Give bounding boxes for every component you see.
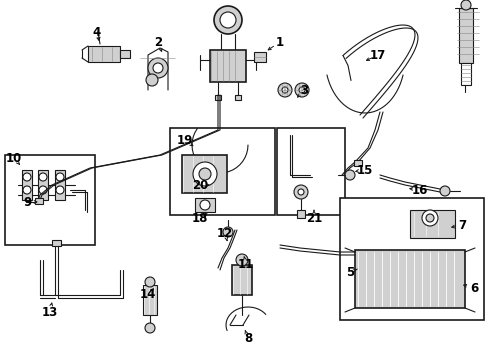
Bar bbox=[460, 63, 470, 85]
Text: 16: 16 bbox=[411, 184, 427, 197]
Bar bbox=[231, 265, 251, 295]
Bar bbox=[55, 170, 65, 200]
Circle shape bbox=[145, 323, 155, 333]
Text: 17: 17 bbox=[369, 49, 386, 62]
Bar bbox=[142, 285, 157, 315]
Bar bbox=[209, 50, 245, 82]
Text: 5: 5 bbox=[345, 266, 353, 279]
Circle shape bbox=[425, 214, 433, 222]
Circle shape bbox=[298, 87, 305, 93]
Bar bbox=[409, 210, 454, 238]
Text: 18: 18 bbox=[191, 212, 208, 225]
Circle shape bbox=[56, 186, 64, 194]
Circle shape bbox=[220, 12, 236, 28]
Circle shape bbox=[193, 162, 217, 186]
Text: 2: 2 bbox=[154, 36, 162, 49]
Circle shape bbox=[23, 173, 31, 181]
Circle shape bbox=[39, 186, 47, 194]
Bar bbox=[170, 128, 274, 215]
Text: 1: 1 bbox=[275, 36, 284, 49]
Bar bbox=[52, 240, 61, 246]
Circle shape bbox=[294, 83, 308, 97]
Circle shape bbox=[439, 186, 449, 196]
Circle shape bbox=[39, 173, 47, 181]
Text: 6: 6 bbox=[469, 282, 477, 294]
Text: 9: 9 bbox=[24, 195, 32, 208]
Circle shape bbox=[145, 277, 155, 287]
Text: 11: 11 bbox=[237, 257, 254, 270]
Circle shape bbox=[345, 170, 354, 180]
Circle shape bbox=[200, 200, 209, 210]
Text: 15: 15 bbox=[356, 163, 372, 176]
Circle shape bbox=[148, 58, 168, 78]
Bar bbox=[235, 95, 241, 100]
Text: 10: 10 bbox=[6, 152, 22, 165]
Circle shape bbox=[293, 185, 307, 199]
Circle shape bbox=[223, 227, 232, 237]
Circle shape bbox=[278, 83, 291, 97]
Text: 13: 13 bbox=[42, 306, 58, 319]
Bar bbox=[35, 198, 43, 204]
Text: 4: 4 bbox=[93, 26, 101, 39]
Text: 20: 20 bbox=[191, 179, 208, 192]
Circle shape bbox=[23, 186, 31, 194]
Bar bbox=[458, 8, 472, 63]
Circle shape bbox=[460, 0, 470, 10]
Text: 8: 8 bbox=[244, 332, 252, 345]
Circle shape bbox=[56, 173, 64, 181]
Text: 21: 21 bbox=[305, 212, 322, 225]
Bar bbox=[296, 210, 305, 218]
Bar bbox=[339, 198, 483, 320]
Bar bbox=[120, 50, 130, 58]
Text: 3: 3 bbox=[299, 84, 307, 96]
Text: 19: 19 bbox=[177, 134, 193, 147]
Circle shape bbox=[214, 6, 242, 34]
Circle shape bbox=[282, 87, 287, 93]
Circle shape bbox=[236, 254, 247, 266]
Circle shape bbox=[153, 63, 163, 73]
Bar bbox=[38, 170, 48, 200]
Bar bbox=[195, 198, 215, 212]
Text: 14: 14 bbox=[140, 288, 156, 302]
Circle shape bbox=[297, 189, 304, 195]
Circle shape bbox=[146, 74, 158, 86]
Bar bbox=[353, 160, 361, 166]
Circle shape bbox=[199, 168, 210, 180]
Bar bbox=[5, 155, 95, 245]
Bar bbox=[22, 170, 32, 200]
Text: 12: 12 bbox=[217, 226, 233, 239]
Bar bbox=[182, 155, 226, 193]
Bar bbox=[276, 128, 345, 215]
Bar bbox=[253, 52, 265, 62]
Bar bbox=[88, 46, 120, 62]
Circle shape bbox=[421, 210, 437, 226]
Bar bbox=[354, 250, 464, 308]
Text: 7: 7 bbox=[457, 219, 465, 231]
Bar bbox=[215, 95, 221, 100]
